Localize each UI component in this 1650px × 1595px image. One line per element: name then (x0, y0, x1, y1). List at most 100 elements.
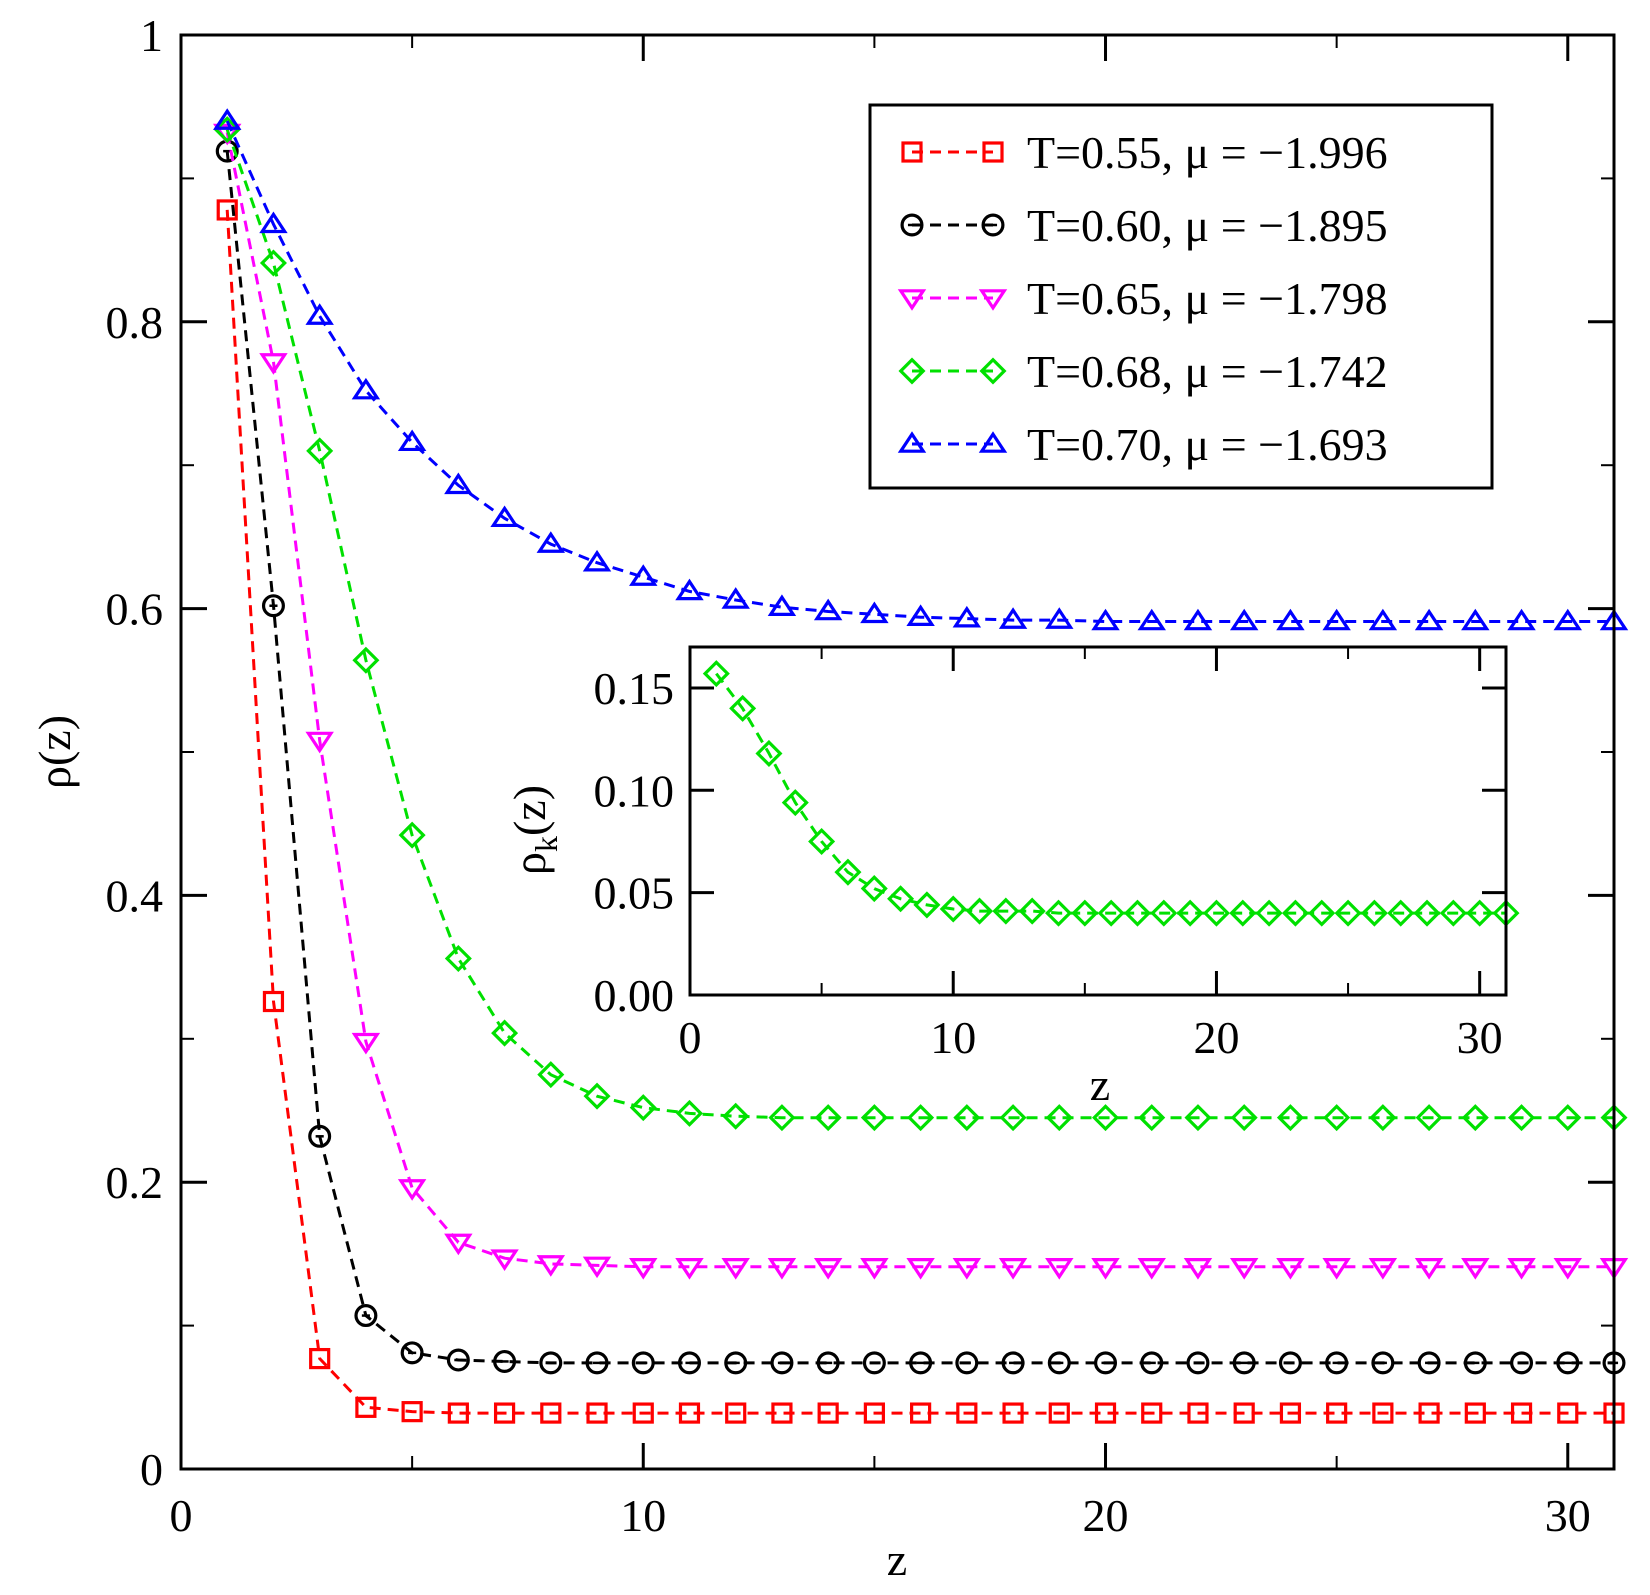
main-series-2-point (1556, 1351, 1580, 1375)
main-series-2 (215, 139, 1626, 1375)
inset-x-tick-label: 0 (679, 1012, 702, 1063)
main-series-2-point (724, 1351, 748, 1375)
legend: T=0.55, μ = −1.996 T=0.60, μ = −1.895 T=0.… (868, 103, 1494, 490)
main-series-1-point (1141, 1402, 1163, 1424)
main-series-4-point (768, 1104, 796, 1132)
inset-series-1-point (1413, 899, 1441, 927)
main-series-3-point (629, 1258, 658, 1280)
main-series-2-point-ring (677, 1351, 701, 1375)
main-series-1-point (216, 199, 238, 221)
main-series-2-point (446, 1348, 470, 1372)
main-series-1-point (355, 1396, 377, 1418)
main-series-3-point (490, 1249, 519, 1272)
main-series-3-point (1414, 1258, 1444, 1280)
main-series-4-point (999, 1104, 1027, 1132)
legend-label: T=0.70, μ = −1.693 (1027, 419, 1388, 470)
main-series-2-point-ring (1417, 1351, 1441, 1375)
legend-marker (901, 141, 923, 163)
main-series-1-point (447, 1402, 469, 1424)
main-series-3-point (767, 1258, 797, 1280)
main-series-2-point (585, 1351, 609, 1375)
main-series-3-point (1137, 1258, 1166, 1280)
main-series-2-point (354, 1304, 378, 1328)
main-series-5-point (397, 429, 427, 452)
main-series-2-point (1325, 1351, 1349, 1375)
inset-series-1-point (887, 885, 915, 913)
main-series-5-point (351, 377, 381, 400)
main-series-2-point-ring (308, 1124, 332, 1148)
inset-series-1-point (939, 895, 967, 923)
main-series-4-point (907, 1104, 935, 1132)
main-series-3-point (1368, 1258, 1398, 1280)
main-series-4-point (1461, 1104, 1489, 1132)
main-series-4-point (1554, 1104, 1582, 1132)
main-series-2-point (677, 1351, 701, 1375)
main-series-1-line (225, 209, 1614, 1415)
inset-series-1-point (755, 739, 783, 767)
main-series-2-point-ring (1463, 1351, 1487, 1375)
main-series-5-point (259, 211, 288, 234)
main-series-4-point (213, 116, 241, 144)
main-series-3-point (259, 353, 288, 375)
main-series-2-point-ring (539, 1351, 563, 1375)
main-series-4-point (1184, 1104, 1212, 1132)
inset-series-1-point (729, 694, 757, 722)
main-series-4-point (306, 437, 334, 465)
legend-item-5: T=0.70, μ = −1.693 (897, 419, 1388, 470)
legend-item-4: T=0.68, μ = −1.742 (898, 346, 1388, 397)
main-ticks-layer: 0 10 20 30 0 0.2 0.4 0.6 0.8 1 (106, 10, 1614, 1541)
main-series-1-point (1557, 1402, 1579, 1424)
main-series-3-point (1091, 1258, 1120, 1280)
main-series-1-point (1187, 1402, 1209, 1424)
main-series-5-point (582, 549, 612, 572)
main-series-2-point-ring (400, 1341, 424, 1365)
main-series-2-point (1047, 1351, 1071, 1375)
legend-marker-ring (981, 213, 1005, 237)
main-series-5-point (444, 472, 473, 495)
main-series-2-point-ring (446, 1348, 470, 1372)
main-x-axis-label: z (887, 1534, 907, 1585)
legend-marker (897, 431, 927, 453)
main-series-3-point (721, 1258, 750, 1280)
inset-x-axis-label: z (1090, 1059, 1110, 1110)
main-series-5-point (860, 601, 889, 624)
main-series-1-point (540, 1402, 562, 1424)
main-series-5-point (536, 531, 566, 553)
inset-series-1-point (966, 897, 994, 925)
main-series-1-point (401, 1401, 423, 1423)
main-series-4-point (444, 944, 472, 973)
main-series-4-point (722, 1102, 750, 1130)
main-series-4-point (1092, 1104, 1120, 1132)
main-series-1-point (817, 1402, 839, 1424)
main-series-4-point (1276, 1104, 1304, 1132)
main-series-2-point (261, 594, 285, 618)
inset-series-1-point (781, 789, 809, 817)
legend-marker (900, 213, 924, 237)
main-series-4-point (1323, 1104, 1351, 1132)
main-series-4-point (398, 821, 426, 849)
legend-items: T=0.55, μ = −1.996 T=0.60, μ = −1.895 T=0.… (897, 127, 1388, 470)
main-series-2-point-ring (955, 1351, 979, 1375)
main-series-2-point (1140, 1351, 1164, 1375)
main-series-3-point (1229, 1258, 1259, 1280)
main-series-1-point (1510, 1402, 1533, 1424)
main-series-1-point (1372, 1402, 1394, 1424)
main-series-3-line (225, 132, 1614, 1269)
main-series-1-point (586, 1402, 608, 1424)
main-series-4-point (1138, 1104, 1166, 1132)
main-series-4-point (1369, 1104, 1397, 1132)
inset-background (690, 647, 1506, 995)
main-series-4-point (675, 1099, 703, 1127)
main-series-5-point (1414, 608, 1444, 631)
inset-series-1-point (808, 827, 836, 855)
legend-marker (981, 213, 1005, 237)
main-series-1-point (632, 1402, 654, 1424)
main-series-5-point (629, 564, 658, 586)
main-series-4-point (491, 1019, 519, 1047)
main-series-2-point (1371, 1351, 1395, 1375)
inset-series-1-point (1439, 899, 1467, 927)
main-series-5-point (721, 587, 750, 609)
main-series-1-point (1233, 1402, 1255, 1424)
main-x-tick-label: 20 (1083, 1490, 1129, 1541)
